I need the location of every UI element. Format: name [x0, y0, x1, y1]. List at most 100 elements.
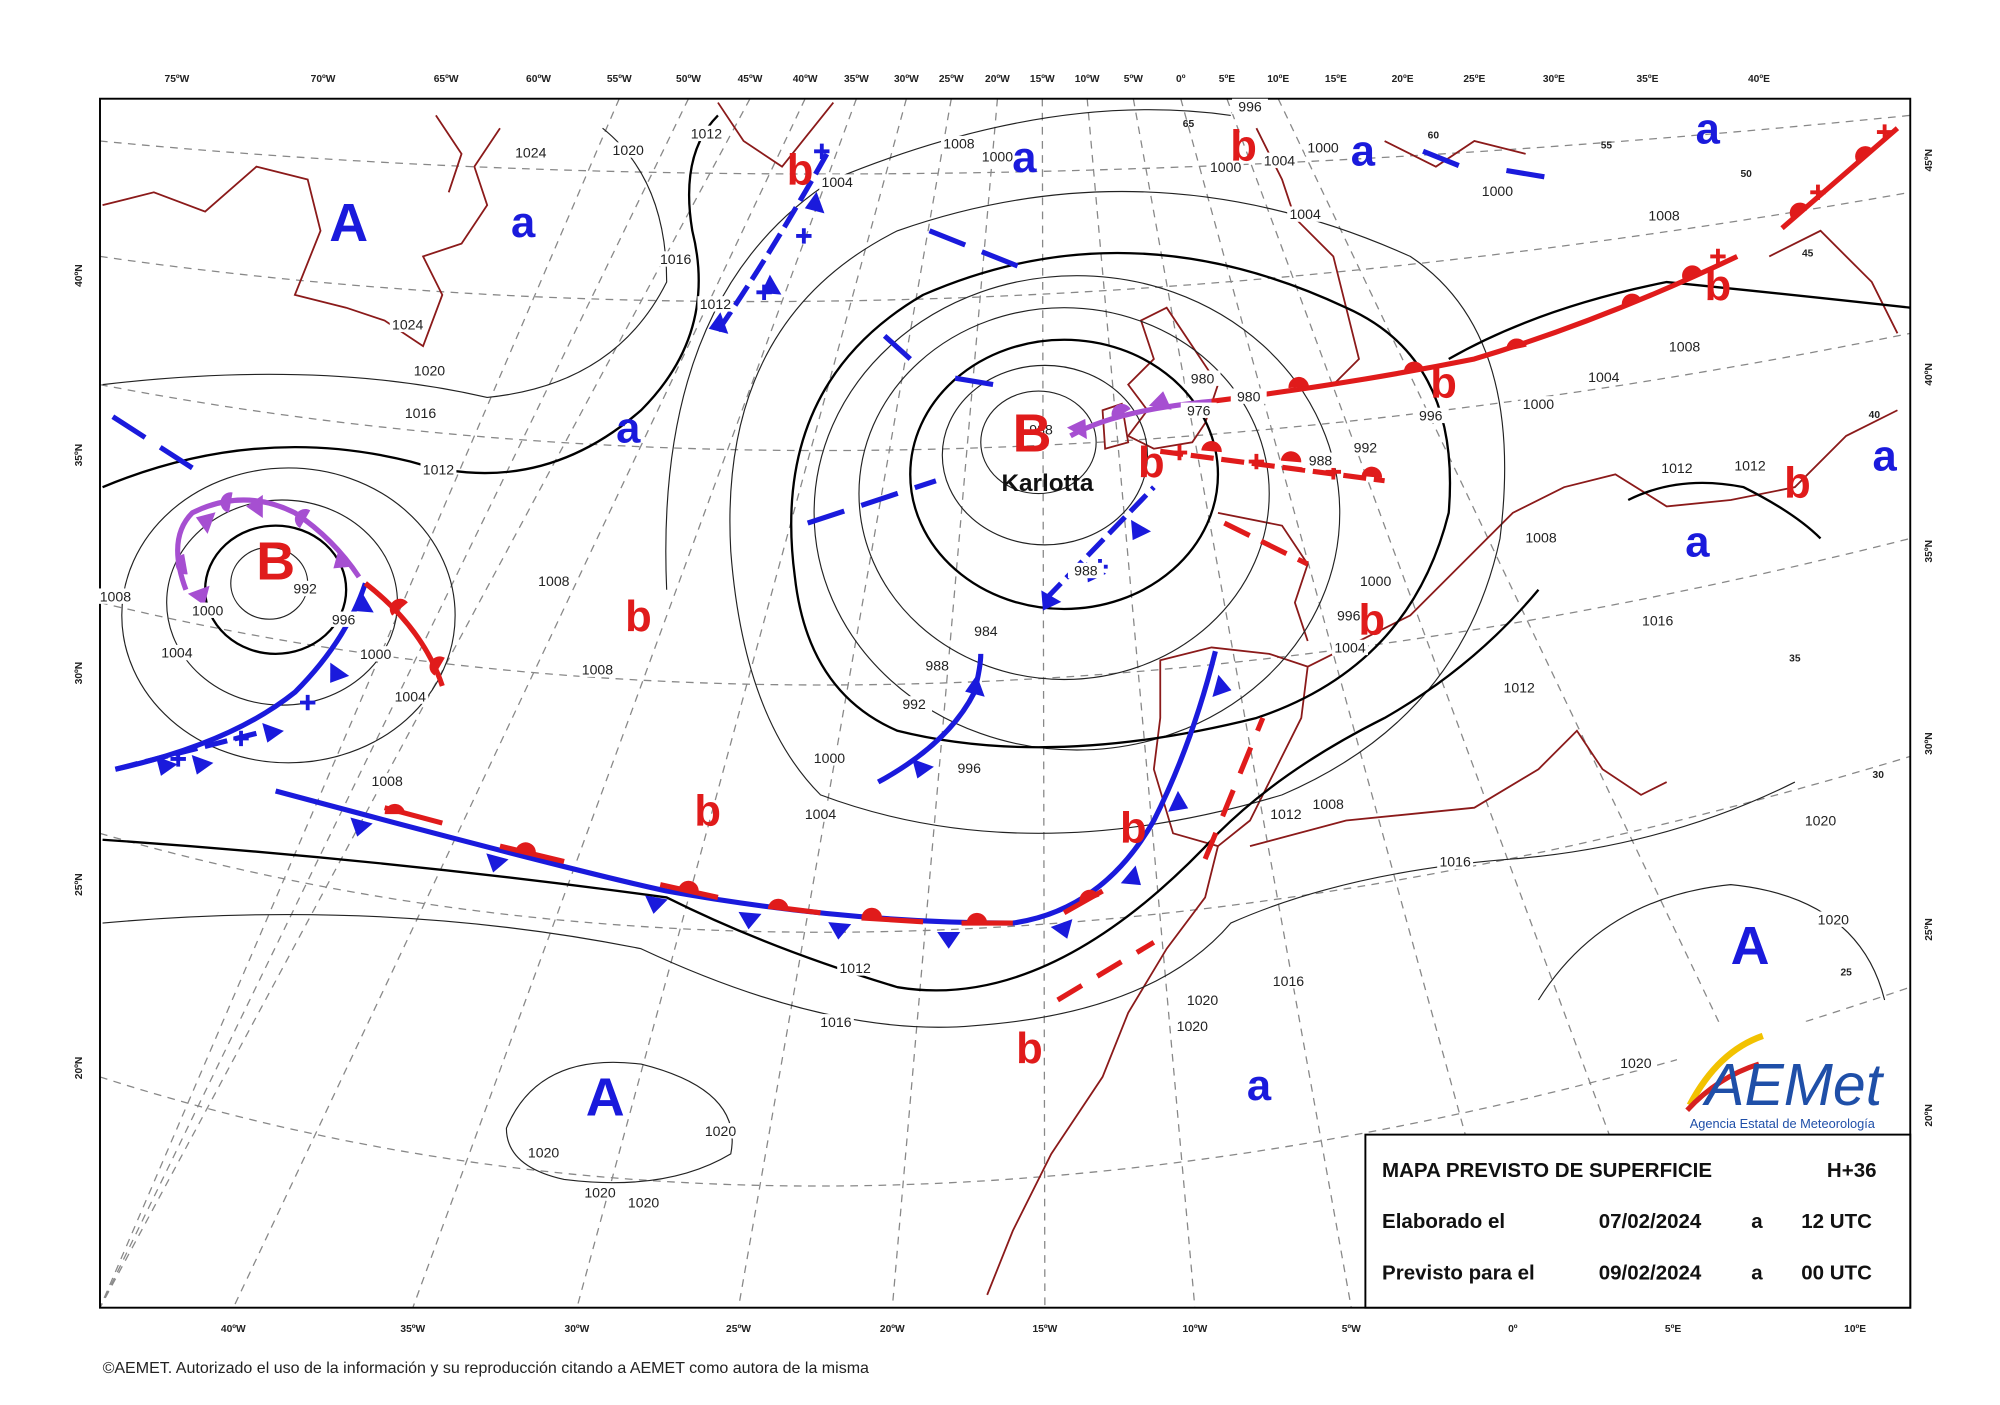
pressure-center: b	[1120, 804, 1147, 852]
top-longitude-label: 65ºW	[434, 74, 459, 85]
cold-front-aloft	[114, 730, 258, 772]
pressure-center: a	[1696, 106, 1721, 154]
parallel	[99, 114, 1911, 175]
front-triangle	[1041, 590, 1062, 611]
coast-britain	[1126, 306, 1219, 450]
isobar-label: 1008	[371, 773, 403, 789]
isobar-label-background	[1270, 973, 1307, 989]
isobar-label: 1004	[1289, 206, 1321, 222]
isobar-label: 996	[332, 611, 356, 627]
isobar-label: 996	[1238, 99, 1262, 115]
front-semicircle	[1621, 293, 1642, 308]
isobar-label: 984	[974, 623, 998, 639]
front-triangle	[1131, 519, 1152, 541]
pressure-center: A	[1731, 916, 1770, 976]
isobar-label: 980	[1237, 388, 1261, 404]
isobar-label-background	[1815, 911, 1852, 927]
isobar-label: 1020	[628, 1195, 660, 1211]
front-triangle	[187, 585, 210, 606]
isobar-label-background	[811, 750, 848, 766]
logo: AEMet Agencia Estatal de Meteorología	[1676, 1021, 1908, 1135]
parallel	[99, 332, 1911, 452]
pressure-center: b	[694, 788, 721, 836]
pressure-center: a	[1872, 433, 1897, 481]
bottom-longitude-label: 5ºE	[1665, 1324, 1681, 1335]
isobar-label: 1020	[705, 1123, 737, 1139]
isobar-label: 1012	[1504, 679, 1536, 695]
meridian	[412, 98, 858, 1308]
copyright: ©AEMET. Autorizado el uso de la informac…	[103, 1359, 869, 1377]
meridian	[1086, 98, 1196, 1308]
isobar-label-background	[325, 611, 362, 627]
front-triangle	[738, 911, 762, 930]
isobar-label-background	[1437, 853, 1474, 870]
map-frame	[99, 97, 1912, 1309]
isobar-label-background	[1646, 207, 1683, 224]
cold-front	[876, 653, 984, 785]
warm-front	[1211, 254, 1739, 404]
isobar-label: 1004	[1588, 369, 1620, 385]
isobar-label-background	[919, 657, 956, 674]
isobar-label: 988	[1074, 563, 1098, 579]
front-semicircle	[1403, 361, 1425, 374]
front-semicircle	[1855, 146, 1873, 164]
isobar-label: 1012	[1661, 460, 1693, 476]
isobar-label: 992	[293, 581, 317, 597]
isobar-label: 1004	[1264, 152, 1296, 168]
isobar-label-background	[819, 174, 856, 190]
pressure-center: b	[1016, 1025, 1043, 1073]
top-longitude-label: 25ºE	[1463, 74, 1485, 85]
isobar-label: 1012	[1734, 458, 1766, 474]
info-issued-at: a	[1751, 1210, 1763, 1233]
isobars	[102, 109, 1911, 1184]
isobar-label-background	[189, 602, 226, 618]
grid-latitude-label: 40	[1869, 410, 1881, 421]
logo-name: AEMet	[1702, 1053, 1885, 1118]
isobar-label-background	[625, 1194, 662, 1211]
front-semicircle	[1361, 466, 1383, 478]
isobar-label-background	[967, 623, 1004, 639]
isobar-label: 1000	[982, 149, 1014, 165]
front-triangle	[262, 722, 284, 743]
front-cross	[233, 730, 249, 747]
isobar-label-background	[1523, 529, 1559, 545]
front-cross	[1171, 444, 1188, 461]
isobar-label: 1020	[1818, 911, 1850, 927]
grid-latitude-label: 25	[1840, 968, 1852, 979]
right-latitude-label: 25ºN	[1924, 918, 1935, 941]
isobar-label-background	[1585, 369, 1622, 385]
isobar-label-background	[1520, 396, 1557, 412]
isobar	[909, 338, 1220, 611]
cold-front-aloft	[1043, 485, 1156, 602]
isobar-label-background	[1023, 421, 1059, 438]
info-issued-time: 12 UTC	[1801, 1210, 1872, 1233]
top-longitude-label: 60ºW	[526, 74, 551, 85]
isobar-label: 1000	[1523, 396, 1555, 412]
isobar-label-background	[1287, 206, 1324, 222]
front-triangle	[1050, 919, 1073, 939]
isobar-label: 1020	[1177, 1018, 1209, 1034]
left-latitude-label: 40ºN	[74, 264, 85, 287]
isobar-label-background	[1232, 98, 1268, 115]
isobar-label: 1024	[392, 316, 424, 332]
grid-latitude-label: 30	[1873, 770, 1885, 781]
isobar-label-background	[287, 580, 324, 597]
isobar-label: 1008	[538, 573, 570, 589]
isobar	[729, 191, 1506, 834]
front-triangle	[191, 755, 214, 775]
coast-greenland	[717, 102, 835, 168]
front-triangle	[353, 592, 374, 613]
isobar-label-background	[1180, 402, 1217, 418]
isobar-label-background	[1347, 439, 1384, 456]
left-latitude-label: 35ºN	[74, 444, 85, 467]
front-cross	[1248, 453, 1265, 470]
coast-black-sea	[1768, 229, 1899, 334]
top-longitude-label: 25ºW	[939, 74, 964, 85]
isobar	[102, 114, 719, 489]
isobar-label: 1004	[805, 806, 837, 822]
occluded-front	[175, 497, 362, 591]
front-triangle	[804, 191, 825, 214]
isobar-label: 1012	[423, 461, 455, 477]
info-box-frame	[1364, 1133, 1912, 1309]
